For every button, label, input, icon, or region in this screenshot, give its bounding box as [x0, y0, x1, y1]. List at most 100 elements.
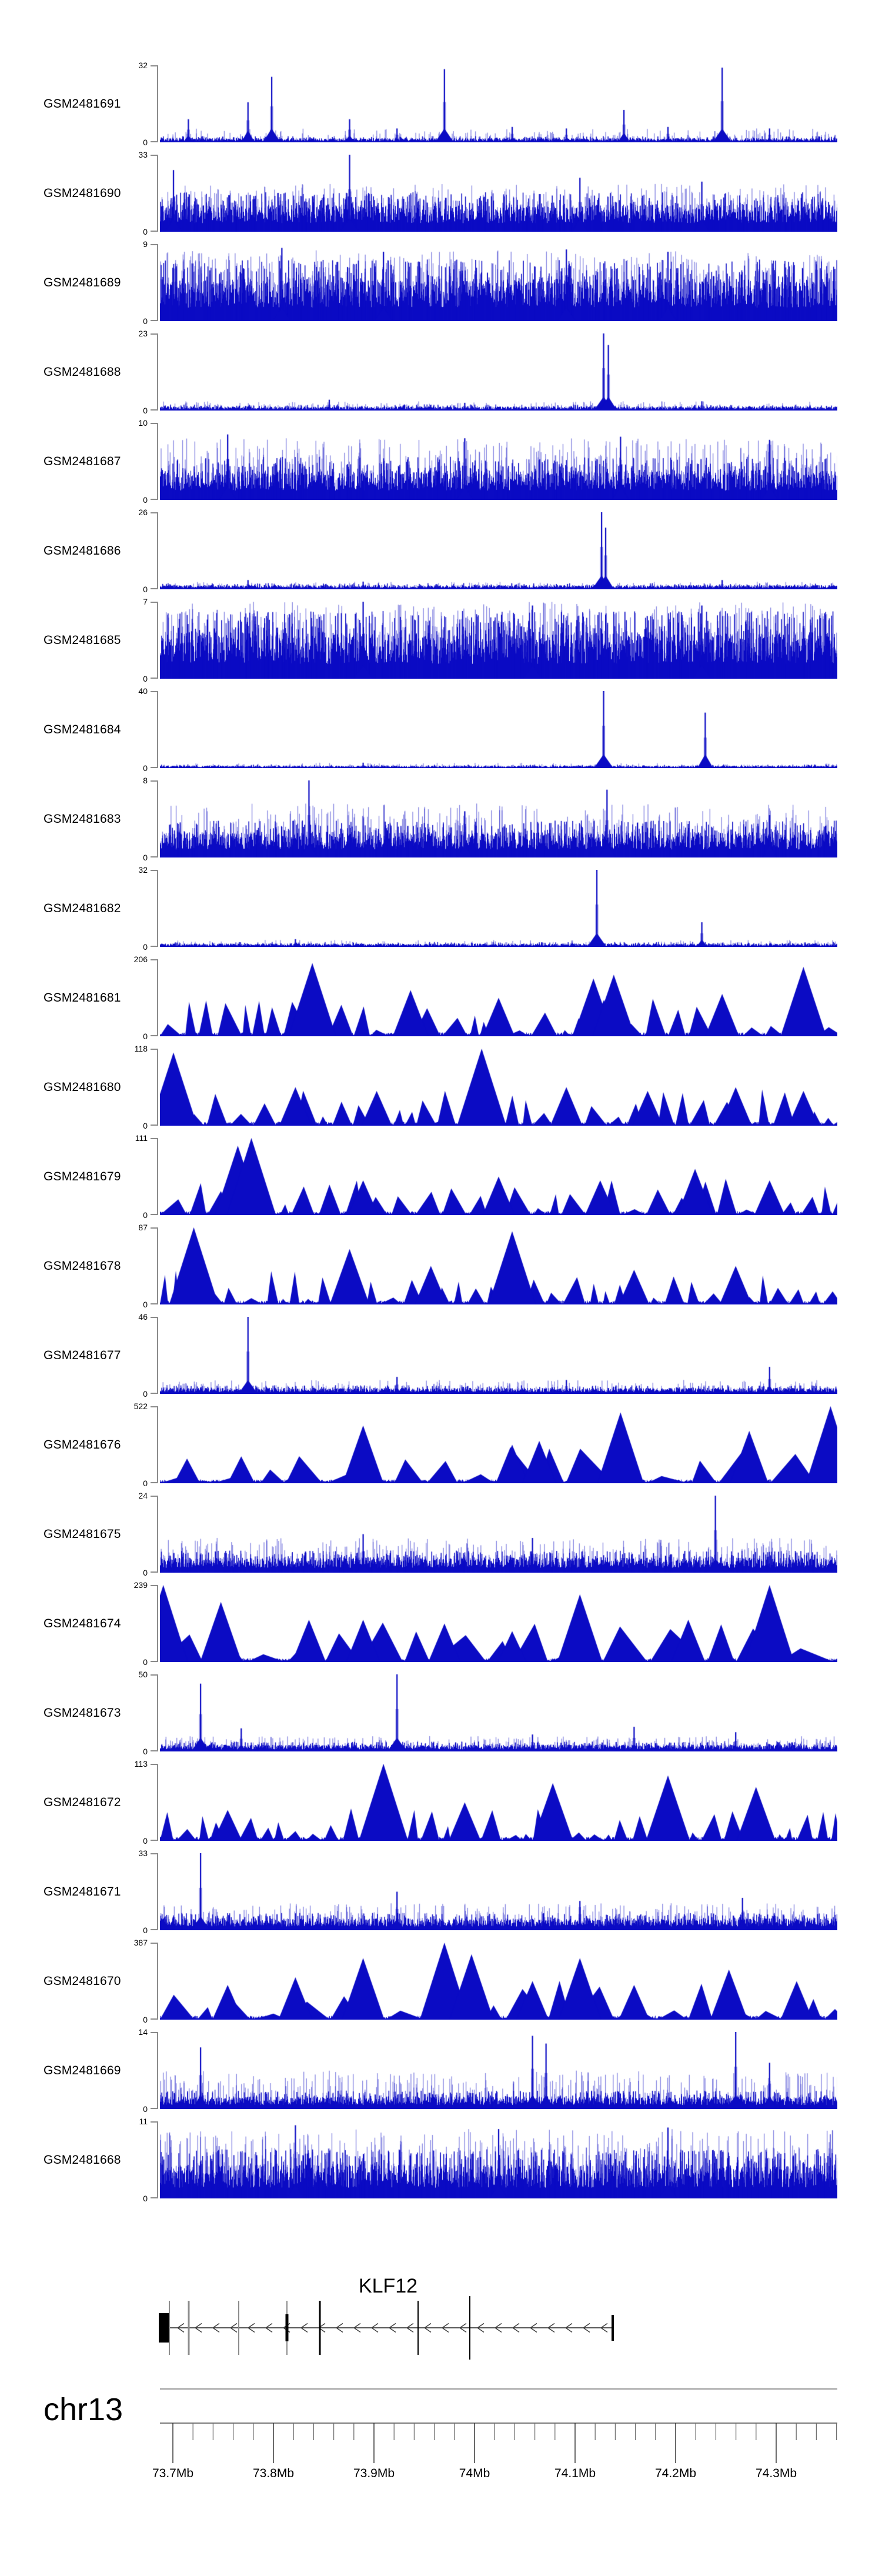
y-axis-bracket — [151, 1227, 158, 1304]
gene-model-track — [159, 2296, 614, 2360]
coverage-signal-plot — [160, 2032, 837, 2109]
y-axis-zero-label: 0 — [143, 2104, 148, 2114]
y-axis-bracket — [151, 333, 158, 411]
strand-direction-chevron-icon — [176, 2323, 185, 2333]
y-axis-bracket — [151, 1496, 158, 1573]
y-axis-zero-label: 0 — [143, 674, 148, 683]
coverage-signal-plot — [160, 1674, 837, 1751]
coverage-signal-plot — [160, 1853, 837, 1930]
strand-direction-chevron-icon — [247, 2323, 255, 2333]
ruler-tick-label: 74.3Mb — [756, 2467, 797, 2480]
y-axis-max-label: 23 — [138, 329, 148, 338]
y-axis-bracket — [151, 423, 158, 500]
track-sample-label: GSM2481677 — [44, 1348, 121, 1362]
y-axis-bracket — [151, 1406, 158, 1483]
y-axis-zero-label: 0 — [143, 1032, 148, 1041]
y-axis-zero-label: 0 — [143, 1568, 148, 1577]
exon-mark — [188, 2301, 190, 2355]
y-axis-zero-label: 0 — [143, 942, 148, 952]
strand-direction-chevron-icon — [564, 2323, 573, 2333]
strand-direction-chevron-icon — [476, 2323, 485, 2333]
track-sample-label: GSM2481691 — [44, 96, 121, 111]
y-axis-zero-label: 0 — [143, 138, 148, 147]
y-axis-max-label: 522 — [133, 1402, 148, 1411]
coverage-signal-plot — [160, 1496, 837, 1573]
y-axis-max-label: 8 — [143, 776, 148, 785]
coverage-signal-plot — [160, 1764, 837, 1841]
strand-direction-chevron-icon — [335, 2323, 343, 2333]
y-axis-bracket — [151, 1585, 158, 1662]
track-sample-label: GSM2481680 — [44, 1080, 121, 1094]
y-axis-bracket — [151, 155, 158, 232]
strand-direction-chevron-icon — [370, 2323, 379, 2333]
y-axis-zero-label: 0 — [143, 1926, 148, 1935]
track-row: GSM2481677 46 0 — [0, 1313, 882, 1398]
exon-mark — [285, 2314, 289, 2341]
track-sample-label: GSM2481685 — [44, 633, 121, 647]
y-axis-max-label: 26 — [138, 508, 148, 517]
exon-mark — [612, 2315, 614, 2341]
strand-direction-chevron-icon — [529, 2323, 537, 2333]
y-axis-zero-label: 0 — [143, 763, 148, 773]
track-sample-label: GSM2481678 — [44, 1259, 121, 1273]
gene-name-label: KLF12 — [358, 2275, 418, 2297]
y-axis-bracket — [151, 1943, 158, 2020]
track-row: GSM2481669 14 0 — [0, 2028, 882, 2113]
y-axis-zero-label: 0 — [143, 1836, 148, 1846]
y-axis-bracket — [151, 2032, 158, 2109]
strand-direction-chevron-icon — [353, 2323, 361, 2333]
y-axis-bracket — [151, 1317, 158, 1394]
track-row: GSM2481673 50 0 — [0, 1670, 882, 1756]
track-row: GSM2481679 111 0 — [0, 1134, 882, 1219]
track-row: GSM2481691 32 0 — [0, 61, 882, 146]
coverage-signal-plot — [160, 1049, 837, 1126]
strand-direction-chevron-icon — [512, 2323, 520, 2333]
y-axis-max-label: 24 — [138, 1491, 148, 1500]
coverage-signal-plot — [160, 602, 837, 679]
y-axis-max-label: 33 — [138, 150, 148, 159]
y-axis-max-label: 118 — [134, 1044, 148, 1053]
strand-direction-chevron-icon — [441, 2323, 449, 2333]
track-row: GSM2481684 40 0 — [0, 687, 882, 772]
track-sample-label: GSM2481668 — [44, 2153, 121, 2167]
track-sample-label: GSM2481682 — [44, 901, 121, 915]
y-axis-max-label: 10 — [138, 418, 148, 428]
y-axis-max-label: 113 — [134, 1759, 148, 1769]
genome-ruler-track: 73.7Mb 73.8Mb 73.9Mb 74Mb 74.1Mb 74.2Mb 74.3Mb — [152, 2388, 837, 2480]
y-axis-max-label: 206 — [133, 955, 148, 964]
exon-mark — [159, 2313, 169, 2343]
strand-direction-chevron-icon — [494, 2323, 502, 2333]
strand-direction-chevron-icon — [300, 2323, 308, 2333]
y-axis-max-label: 87 — [138, 1223, 148, 1232]
ruler-tick-label: 74.1Mb — [554, 2467, 596, 2480]
coverage-signal-plot — [160, 512, 837, 589]
track-sample-label: GSM2481679 — [44, 1169, 121, 1183]
strand-direction-chevron-icon — [212, 2323, 220, 2333]
exon-mark — [417, 2301, 419, 2355]
track-row: GSM2481671 33 0 — [0, 1849, 882, 1934]
track-row: GSM2481678 87 0 — [0, 1223, 882, 1309]
y-axis-zero-label: 0 — [143, 406, 148, 415]
coverage-signal-plot — [160, 1943, 837, 2020]
y-axis-bracket — [151, 959, 158, 1036]
ruler-tick-label: 73.7Mb — [152, 2467, 193, 2480]
exon-mark — [238, 2301, 239, 2355]
y-axis-bracket — [151, 780, 158, 857]
track-row: GSM2481683 8 0 — [0, 776, 882, 862]
track-sample-label: GSM2481675 — [44, 1527, 121, 1541]
strand-direction-chevron-icon — [388, 2323, 396, 2333]
track-sample-label: GSM2481687 — [44, 454, 121, 468]
y-axis-max-label: 40 — [138, 686, 148, 696]
coverage-signal-plot — [160, 1317, 837, 1394]
track-row: GSM2481675 24 0 — [0, 1491, 882, 1577]
track-sample-label: GSM2481674 — [44, 1616, 121, 1630]
track-row: GSM2481689 9 0 — [0, 240, 882, 325]
track-row: GSM2481686 26 0 — [0, 508, 882, 593]
y-axis-max-label: 11 — [139, 2117, 148, 2126]
exon-mark — [169, 2301, 170, 2355]
y-axis-zero-label: 0 — [143, 2194, 148, 2203]
track-row: GSM2481674 239 0 — [0, 1581, 882, 1666]
coverage-signal-plot — [160, 1138, 837, 1215]
y-axis-zero-label: 0 — [143, 1300, 148, 1309]
